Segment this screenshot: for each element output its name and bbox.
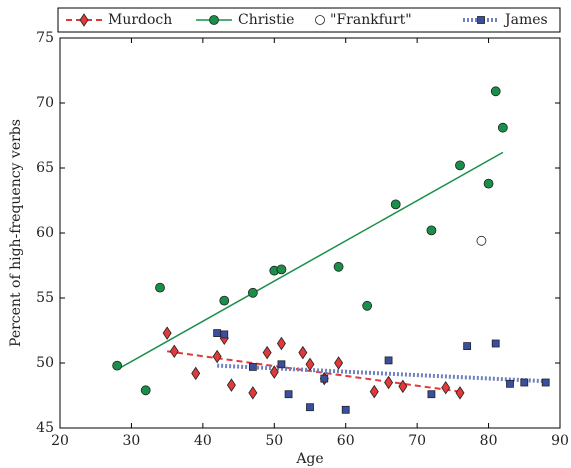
point	[497, 122, 508, 133]
point	[226, 378, 236, 392]
point	[247, 287, 258, 298]
point	[112, 360, 123, 371]
point	[455, 160, 465, 171]
legend-marker	[209, 15, 219, 25]
y-tick-label: 55	[36, 290, 54, 306]
legend-label: Murdoch	[108, 12, 172, 28]
point	[455, 386, 465, 400]
x-tick-label: 80	[480, 433, 498, 449]
point	[248, 386, 258, 400]
point	[390, 199, 401, 210]
point	[276, 264, 287, 275]
point	[333, 261, 344, 272]
point	[441, 380, 451, 395]
point	[334, 356, 344, 370]
legend-marker	[315, 15, 325, 25]
point	[248, 362, 257, 371]
point	[169, 344, 179, 359]
trend-line	[116, 151, 504, 371]
point	[483, 178, 494, 189]
x-tick-label: 90	[551, 433, 569, 449]
trend-line	[217, 363, 546, 384]
point	[262, 345, 272, 360]
point	[463, 342, 472, 351]
point	[384, 375, 394, 390]
point	[284, 390, 293, 399]
point	[427, 390, 436, 399]
point	[219, 295, 230, 306]
point	[341, 405, 350, 414]
point	[305, 357, 315, 372]
point	[140, 385, 151, 396]
point	[155, 282, 165, 293]
x-tick-label: 30	[123, 433, 141, 449]
point	[320, 374, 329, 383]
point	[398, 379, 408, 394]
point	[476, 235, 487, 246]
x-tick-label: 70	[408, 433, 426, 449]
point	[213, 329, 222, 338]
point	[212, 349, 222, 364]
point	[426, 225, 437, 236]
y-tick-label: 65	[36, 160, 54, 176]
x-tick-label: 40	[194, 433, 212, 449]
point	[520, 378, 529, 387]
point	[541, 378, 550, 387]
y-tick-label: 50	[36, 355, 54, 371]
y-tick-label: 45	[36, 420, 54, 436]
y-axis-label: Percent of high-frequency verbs	[8, 119, 24, 347]
x-tick-label: 20	[51, 433, 69, 449]
legend-marker	[477, 16, 485, 24]
y-tick-label: 70	[36, 95, 54, 111]
legend-label: Christie	[238, 12, 294, 28]
point	[191, 366, 201, 381]
point	[491, 339, 500, 348]
point	[298, 345, 308, 360]
y-tick-label: 75	[36, 30, 54, 46]
point	[220, 330, 229, 339]
y-tick-label: 60	[36, 225, 54, 241]
point	[384, 356, 393, 365]
point	[277, 360, 286, 369]
point	[306, 403, 314, 412]
point	[269, 365, 279, 379]
point	[276, 336, 286, 351]
point	[490, 86, 501, 97]
legend-label: James	[503, 12, 548, 28]
point	[362, 300, 373, 311]
point	[162, 326, 172, 340]
x-tick-label: 50	[265, 433, 283, 449]
x-axis-label: Age	[295, 451, 323, 467]
point	[506, 379, 514, 388]
point	[369, 384, 379, 399]
legend-label: "Frankfurt"	[330, 12, 412, 28]
legend-marker	[79, 13, 89, 27]
x-tick-label: 60	[337, 433, 355, 449]
